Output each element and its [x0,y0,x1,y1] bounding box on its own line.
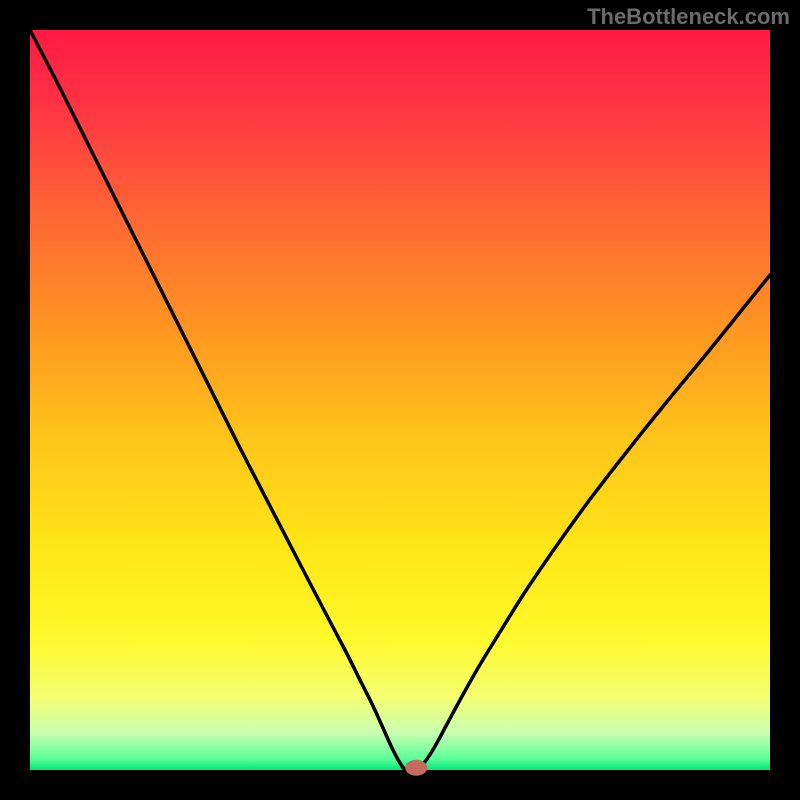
plot-background [30,30,770,770]
chart-container: TheBottleneck.com [0,0,800,800]
optimum-marker [405,760,427,776]
chart-svg [0,0,800,800]
watermark-text: TheBottleneck.com [587,4,790,30]
